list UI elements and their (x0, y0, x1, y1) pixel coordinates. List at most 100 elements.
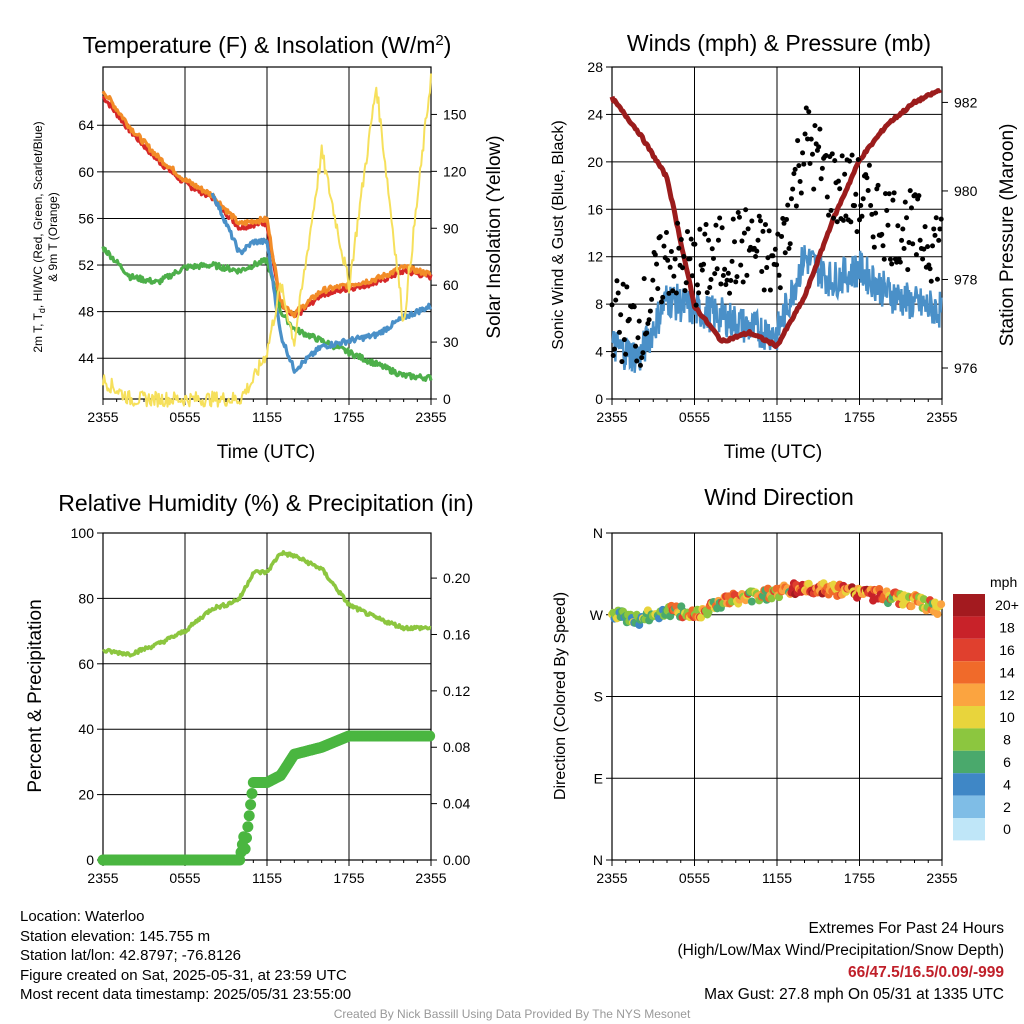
gust-point (734, 274, 740, 280)
gust-point (839, 153, 845, 159)
gust-point (688, 236, 694, 242)
gust-point (873, 210, 879, 216)
elevation-text: Station elevation: 145.755 m (20, 927, 211, 945)
gust-point (715, 237, 721, 243)
winds-title: Winds (mph) & Pressure (mb) (627, 30, 931, 56)
gust-point (765, 255, 771, 261)
gust-point (744, 272, 750, 278)
gust-point (727, 290, 733, 296)
gust-point (884, 208, 890, 214)
x-tick-label: 0555 (679, 870, 710, 886)
gust-point (636, 318, 642, 324)
gust-point (659, 299, 664, 305)
gust-point (652, 252, 658, 258)
gust-point (624, 284, 630, 290)
gust-point (920, 256, 926, 262)
gust-point (826, 212, 832, 218)
gust-point (932, 232, 938, 238)
gust-point (843, 213, 849, 219)
gust-point (934, 276, 940, 282)
x-tick-label: 1155 (762, 870, 792, 886)
plot-frame (611, 532, 943, 861)
gust-point (672, 256, 678, 262)
colorbar-swatch (953, 594, 985, 617)
gust-point (865, 187, 871, 193)
direction-point (666, 612, 675, 621)
series-line-sonic-wind (611, 245, 943, 373)
gust-point (801, 161, 807, 167)
gust-point (766, 228, 772, 234)
extremes-values: 66/47.5/16.5/0.09/-999 (848, 964, 1004, 981)
gust-point (709, 246, 715, 252)
gust-point (645, 320, 651, 326)
gust-point (864, 175, 870, 181)
gust-point (650, 277, 656, 283)
colorbar-label: 8 (1003, 732, 1011, 748)
x-tick-label: 1755 (844, 409, 875, 425)
gust-point (936, 237, 942, 243)
gust-point (797, 179, 803, 185)
colorbar-swatch (953, 795, 985, 818)
gust-point (618, 312, 624, 318)
gust-point (870, 234, 876, 240)
gust-point (756, 213, 762, 219)
gust-point (849, 152, 855, 158)
gust-point (809, 151, 815, 157)
gust-point (657, 234, 663, 240)
recent-text: Most recent data timestamp: 2025/05/31 2… (20, 986, 352, 1003)
gust-point (917, 237, 923, 243)
y2-tick-label: 0.12 (443, 683, 470, 699)
gust-point (615, 290, 621, 296)
temperature-xlabel: Time (UTC) (217, 442, 316, 463)
gust-point (928, 278, 934, 284)
gust-point (732, 239, 738, 245)
colorbar-swatch (953, 750, 985, 774)
gust-point (890, 197, 896, 203)
station-info: Location: Waterloo Station elevation: 14… (20, 907, 351, 1005)
x-tick-label: 0555 (169, 870, 200, 886)
direction-point (747, 597, 756, 606)
colorbar-swatch (953, 661, 985, 684)
y2-tick-label: 120 (443, 163, 467, 179)
gust-point (779, 233, 785, 239)
gust-point (902, 199, 908, 205)
colorbar-swatch (953, 683, 985, 706)
gust-point (647, 308, 653, 314)
gust-point (729, 258, 735, 264)
gust-point (857, 217, 862, 223)
gust-point (795, 138, 801, 144)
y-tick-label: 0 (86, 852, 94, 868)
gust-point (655, 286, 661, 292)
gust-point (926, 262, 932, 268)
gust-point (619, 359, 625, 365)
y2-tick-label: 976 (954, 360, 978, 376)
x-tick-label: 2355 (87, 870, 118, 886)
gust-point (663, 229, 669, 235)
gust-point (847, 158, 853, 164)
gust-point (808, 136, 814, 142)
gust-point (835, 178, 841, 184)
gust-point (798, 190, 804, 196)
gust-point (938, 216, 944, 222)
gust-point (895, 223, 901, 229)
direction-title: Wind Direction (704, 484, 854, 510)
gust-point (633, 343, 639, 349)
series-line-relative-humidity (102, 550, 432, 658)
gust-point (791, 171, 797, 177)
gust-point (875, 182, 881, 188)
gust-point (933, 215, 939, 221)
gust-point (905, 267, 911, 273)
direction-point (907, 602, 916, 611)
colorbar-swatch (953, 616, 985, 639)
gust-point (710, 255, 716, 261)
temperature-ylabel-line2: & 9m T (Orange) (46, 192, 60, 282)
x-tick-label: 2355 (415, 870, 446, 886)
gust-point (832, 158, 838, 164)
y-tick-label: 80 (78, 590, 94, 606)
series-line-station-pressure (609, 87, 943, 349)
colorbar-label: 6 (1003, 754, 1011, 770)
direction-point (937, 600, 946, 609)
y-tick-label: 56 (78, 210, 94, 226)
gust-point (852, 203, 858, 209)
